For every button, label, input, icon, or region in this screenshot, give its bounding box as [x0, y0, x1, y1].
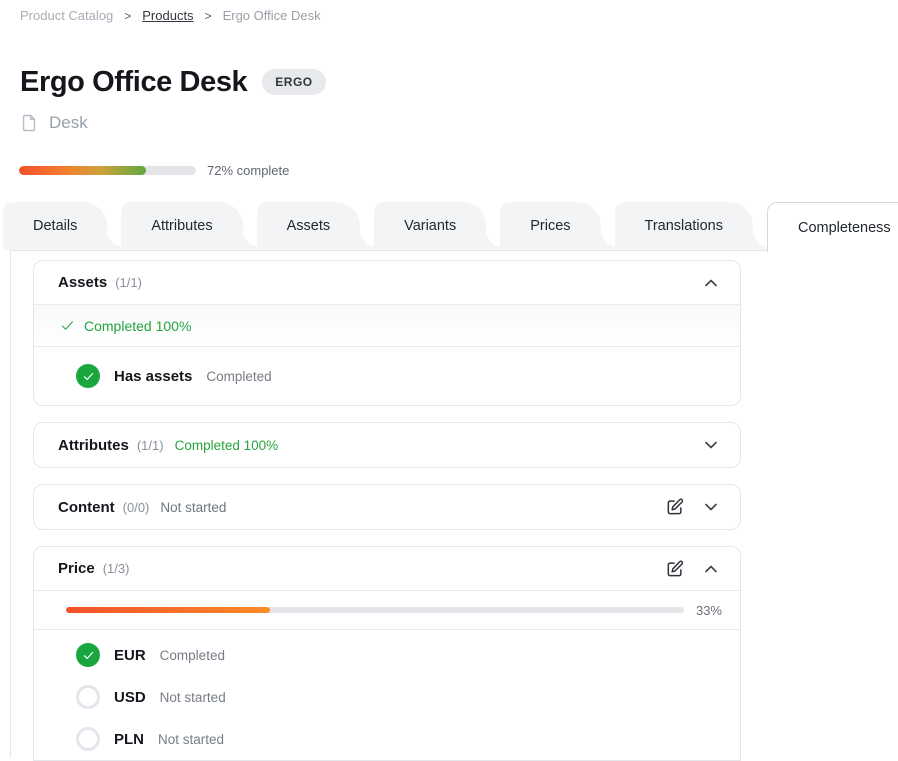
section-count: (1/1): [136, 437, 164, 453]
completeness-item-has-assets: Has assets Completed: [34, 347, 740, 405]
completeness-item-eur: EUR Completed: [34, 630, 740, 676]
breadcrumb-separator: >: [124, 8, 132, 23]
price-progress-label: 33%: [695, 602, 722, 618]
section-assets: Assets (1/1) Completed 100% Has assets C…: [33, 260, 741, 406]
section-assets-header[interactable]: Assets (1/1): [34, 261, 740, 305]
category-row: Desk: [19, 113, 88, 133]
item-name: PLN: [114, 730, 144, 748]
sku-badge: ERGO: [262, 69, 326, 95]
category-label: Desk: [49, 113, 88, 132]
section-attributes-header[interactable]: Attributes (1/1) Completed 100%: [34, 423, 740, 467]
overall-progress-fill: [19, 166, 147, 175]
tab-variants[interactable]: Variants: [374, 202, 504, 250]
check-circle-icon: [76, 364, 100, 388]
section-content-header[interactable]: Content (0/0) Not started: [34, 485, 740, 529]
tab-bar: Details Attributes Assets Variants Price…: [3, 202, 898, 252]
breadcrumb-separator: >: [204, 8, 212, 23]
breadcrumb-item-current: Ergo Office Desk: [222, 8, 321, 23]
item-status: Completed: [159, 647, 225, 663]
section-title: Attributes: [58, 436, 129, 454]
summary-label: Completed 100%: [84, 317, 192, 334]
tab-details[interactable]: Details: [3, 202, 125, 250]
section-count: (0/0): [122, 499, 150, 515]
tab-prices[interactable]: Prices: [500, 202, 618, 250]
file-icon: [19, 113, 39, 133]
tab-completeness[interactable]: Completeness: [766, 202, 898, 252]
chevron-up-icon[interactable]: [700, 272, 722, 294]
check-icon: [62, 321, 73, 330]
section-status: Completed 100%: [174, 437, 279, 453]
completeness-panel: Assets (1/1) Completed 100% Has assets C…: [10, 250, 898, 761]
item-status: Not started: [158, 731, 225, 747]
overall-progress-track: [19, 166, 196, 175]
tab-assets[interactable]: Assets: [256, 202, 377, 250]
section-price: Price (1/3) 33% EUR: [33, 546, 741, 761]
chevron-down-icon[interactable]: [700, 496, 722, 518]
section-attributes: Attributes (1/1) Completed 100%: [33, 422, 741, 468]
tab-attributes[interactable]: Attributes: [121, 202, 260, 250]
section-count: (1/3): [102, 561, 130, 576]
breadcrumb: Product Catalog > Products > Ergo Office…: [20, 8, 321, 23]
item-name: USD: [114, 688, 146, 706]
page-title: Ergo Office Desk: [20, 66, 248, 98]
price-progress: 33%: [34, 591, 740, 630]
tab-translations[interactable]: Translations: [614, 202, 771, 250]
edit-icon[interactable]: [664, 496, 686, 518]
breadcrumb-item-products[interactable]: Products: [142, 8, 194, 23]
item-name: EUR: [114, 646, 146, 664]
section-title: Content: [58, 498, 115, 516]
empty-circle-icon: [76, 727, 100, 751]
overall-progress-label: 72% complete: [207, 163, 290, 178]
section-assets-summary: Completed 100%: [34, 305, 740, 347]
overall-progress: 72% complete: [19, 163, 289, 178]
chevron-up-icon[interactable]: [700, 558, 722, 580]
breadcrumb-item-catalog[interactable]: Product Catalog: [20, 8, 114, 23]
item-name: Has assets: [114, 367, 193, 385]
section-content: Content (0/0) Not started: [33, 484, 741, 530]
price-progress-fill: [66, 607, 270, 613]
completeness-item-pln: PLN Not started: [34, 718, 740, 760]
price-progress-track: [66, 607, 684, 613]
chevron-down-icon[interactable]: [700, 434, 722, 456]
section-status: Not started: [160, 499, 227, 515]
item-status: Completed: [206, 368, 272, 384]
section-count: (1/1): [115, 275, 142, 290]
item-status: Not started: [159, 689, 226, 705]
completeness-item-usd: USD Not started: [34, 676, 740, 718]
edit-icon[interactable]: [664, 558, 686, 580]
section-title: Price: [58, 560, 95, 577]
section-title: Assets: [58, 274, 108, 291]
page-header: Ergo Office Desk ERGO: [20, 66, 326, 99]
empty-circle-icon: [76, 685, 100, 709]
section-price-header[interactable]: Price (1/3): [34, 547, 740, 591]
check-circle-icon: [76, 643, 100, 667]
